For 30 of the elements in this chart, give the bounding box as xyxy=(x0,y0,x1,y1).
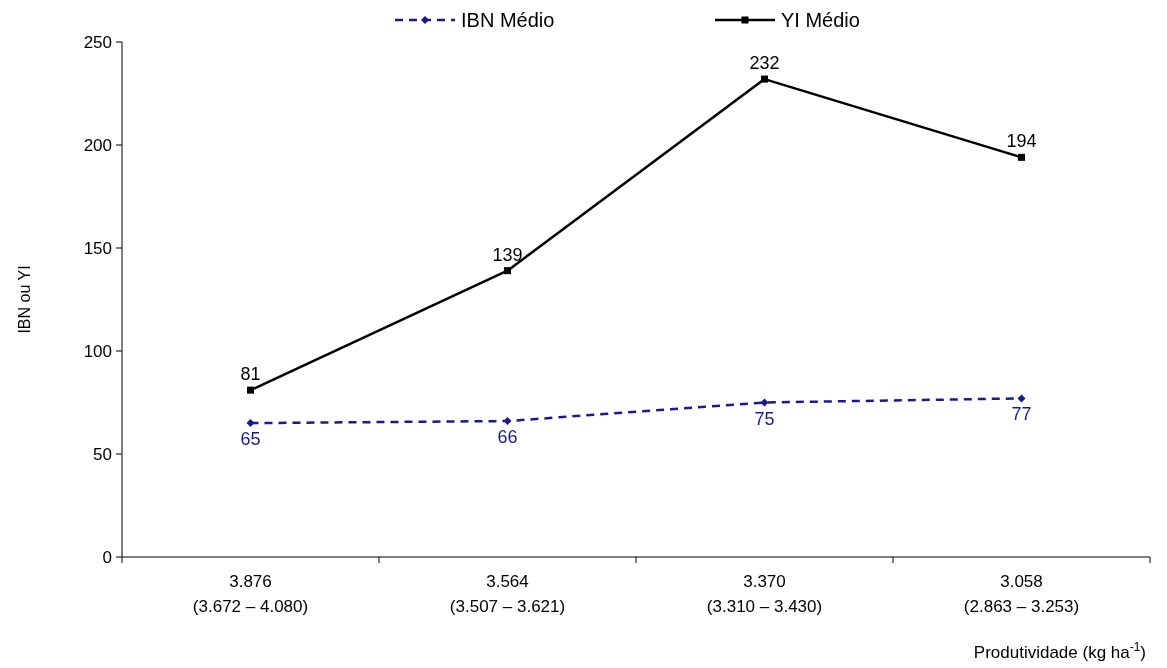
y-axis-title: IBN ou YI xyxy=(16,265,33,334)
data-label: 232 xyxy=(749,53,780,74)
data-label: 75 xyxy=(754,408,775,429)
data-label: 77 xyxy=(1011,404,1032,425)
legend-label: YI Médio xyxy=(781,9,860,31)
data-label: 65 xyxy=(240,429,261,450)
x-tick-label: 3.370 (3.310 – 3.430) xyxy=(706,572,823,616)
point xyxy=(1017,394,1026,403)
y-tick-label: 250 xyxy=(83,33,112,52)
x-axis-title: Produtividade (kg ha$^{-1}$) xyxy=(973,640,1146,662)
data-label: 81 xyxy=(240,364,261,385)
point xyxy=(760,398,769,407)
data-label: 66 xyxy=(497,427,518,448)
y-tick-label: 200 xyxy=(83,136,112,155)
point xyxy=(247,386,254,394)
point xyxy=(246,419,255,428)
data-label: 139 xyxy=(492,244,523,265)
y-tick-label: 150 xyxy=(83,239,112,258)
data-label: 194 xyxy=(1006,131,1037,152)
point xyxy=(503,417,512,426)
x-tick-label: 3.058 (2.863 – 3.253) xyxy=(963,572,1080,616)
point xyxy=(504,267,511,275)
point xyxy=(761,75,768,83)
y-tick-label: 100 xyxy=(83,342,112,361)
x-tick-label: 3.564 (3.507 – 3.621) xyxy=(449,572,566,616)
y-tick-label: 0 xyxy=(102,548,112,567)
legend-label: IBN Médio xyxy=(461,9,555,31)
point xyxy=(1018,153,1025,161)
y-tick-label: 50 xyxy=(93,445,112,464)
x-tick-label: 3.876 (3.672 – 4.080) xyxy=(192,572,309,616)
